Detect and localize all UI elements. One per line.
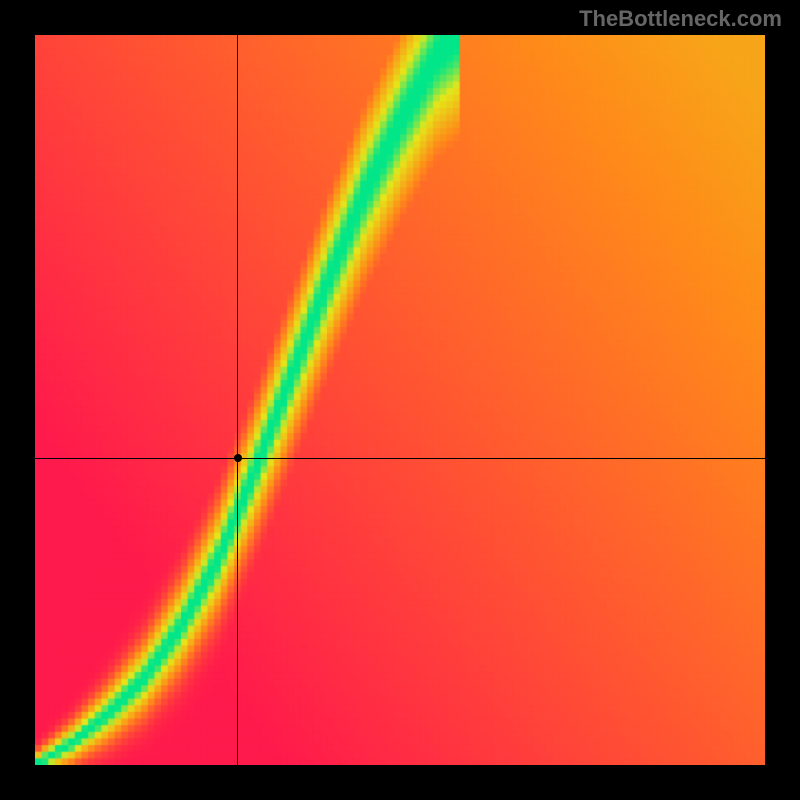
crosshair-vertical xyxy=(237,35,238,765)
crosshair-horizontal xyxy=(35,458,765,459)
heatmap-plot xyxy=(35,35,765,765)
crosshair-marker xyxy=(234,454,242,462)
heatmap-canvas xyxy=(35,35,765,765)
watermark-text: TheBottleneck.com xyxy=(579,6,782,32)
